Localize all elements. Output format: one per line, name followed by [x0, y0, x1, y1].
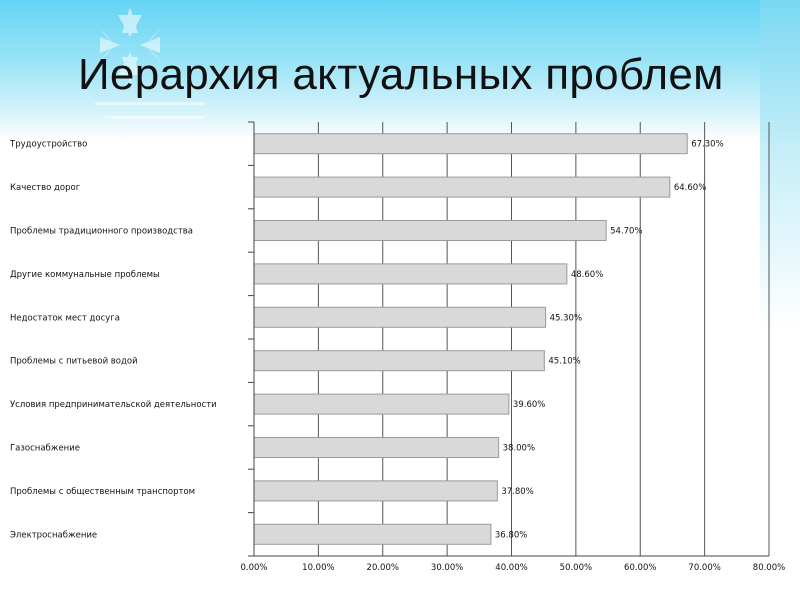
value-label: 36.80%	[495, 530, 527, 540]
x-tick-label: 10.00%	[302, 563, 334, 573]
category-label: Трудоустройство	[9, 140, 87, 150]
snowflake-logo-decoration	[95, 7, 205, 119]
bar	[253, 523, 492, 545]
category-label: Другие коммунальные проблемы	[10, 270, 160, 280]
chart-axis	[248, 121, 769, 557]
category-label: Недостаток мест досуга	[10, 313, 120, 323]
value-label: 38.00%	[503, 444, 535, 454]
value-label: 45.10%	[548, 357, 580, 367]
category-label: Проблемы с питьевой водой	[10, 357, 138, 367]
bar	[253, 393, 510, 415]
x-tick-label: 50.00%	[560, 563, 592, 573]
value-label: 54.70%	[610, 227, 642, 237]
category-label: Качество дорог	[10, 183, 81, 193]
bar	[253, 306, 547, 328]
bar	[253, 437, 500, 458]
value-label: 45.30%	[550, 313, 582, 323]
value-label: 67.30%	[691, 140, 723, 150]
bar	[253, 480, 498, 502]
bar	[253, 133, 688, 155]
x-tick-label: 20.00%	[367, 563, 399, 573]
slide-right-background	[760, 0, 800, 600]
x-tick-label: 80.00%	[753, 563, 785, 573]
x-tick-label: 30.00%	[431, 563, 463, 573]
x-tick-label: 70.00%	[688, 563, 720, 573]
chart-labels: Трудоустройство 67.30% Качество дорог 64.60…	[9, 140, 785, 573]
category-label: Электроснабжение	[10, 530, 97, 540]
bar	[253, 176, 671, 198]
category-label: Газоснабжение	[10, 444, 80, 454]
x-tick-label: 40.00%	[495, 563, 527, 573]
slide-title: Иерархия актуальных проблем	[78, 50, 724, 99]
value-label: 48.60%	[571, 270, 603, 280]
category-label: Проблемы традиционного производства	[10, 227, 193, 237]
value-label: 39.60%	[513, 400, 545, 410]
category-label: Условия предпринимательской деятельности	[10, 400, 217, 410]
value-label: 64.60%	[674, 183, 706, 193]
bar	[253, 263, 568, 285]
x-tick-label: 0.00%	[240, 563, 267, 573]
x-tick-label: 60.00%	[624, 563, 656, 573]
category-label: Проблемы с общественным транспортом	[10, 487, 195, 497]
chart-bars	[253, 133, 688, 545]
value-label: 37.80%	[501, 487, 533, 497]
bar	[253, 350, 545, 372]
bar	[253, 220, 607, 241]
